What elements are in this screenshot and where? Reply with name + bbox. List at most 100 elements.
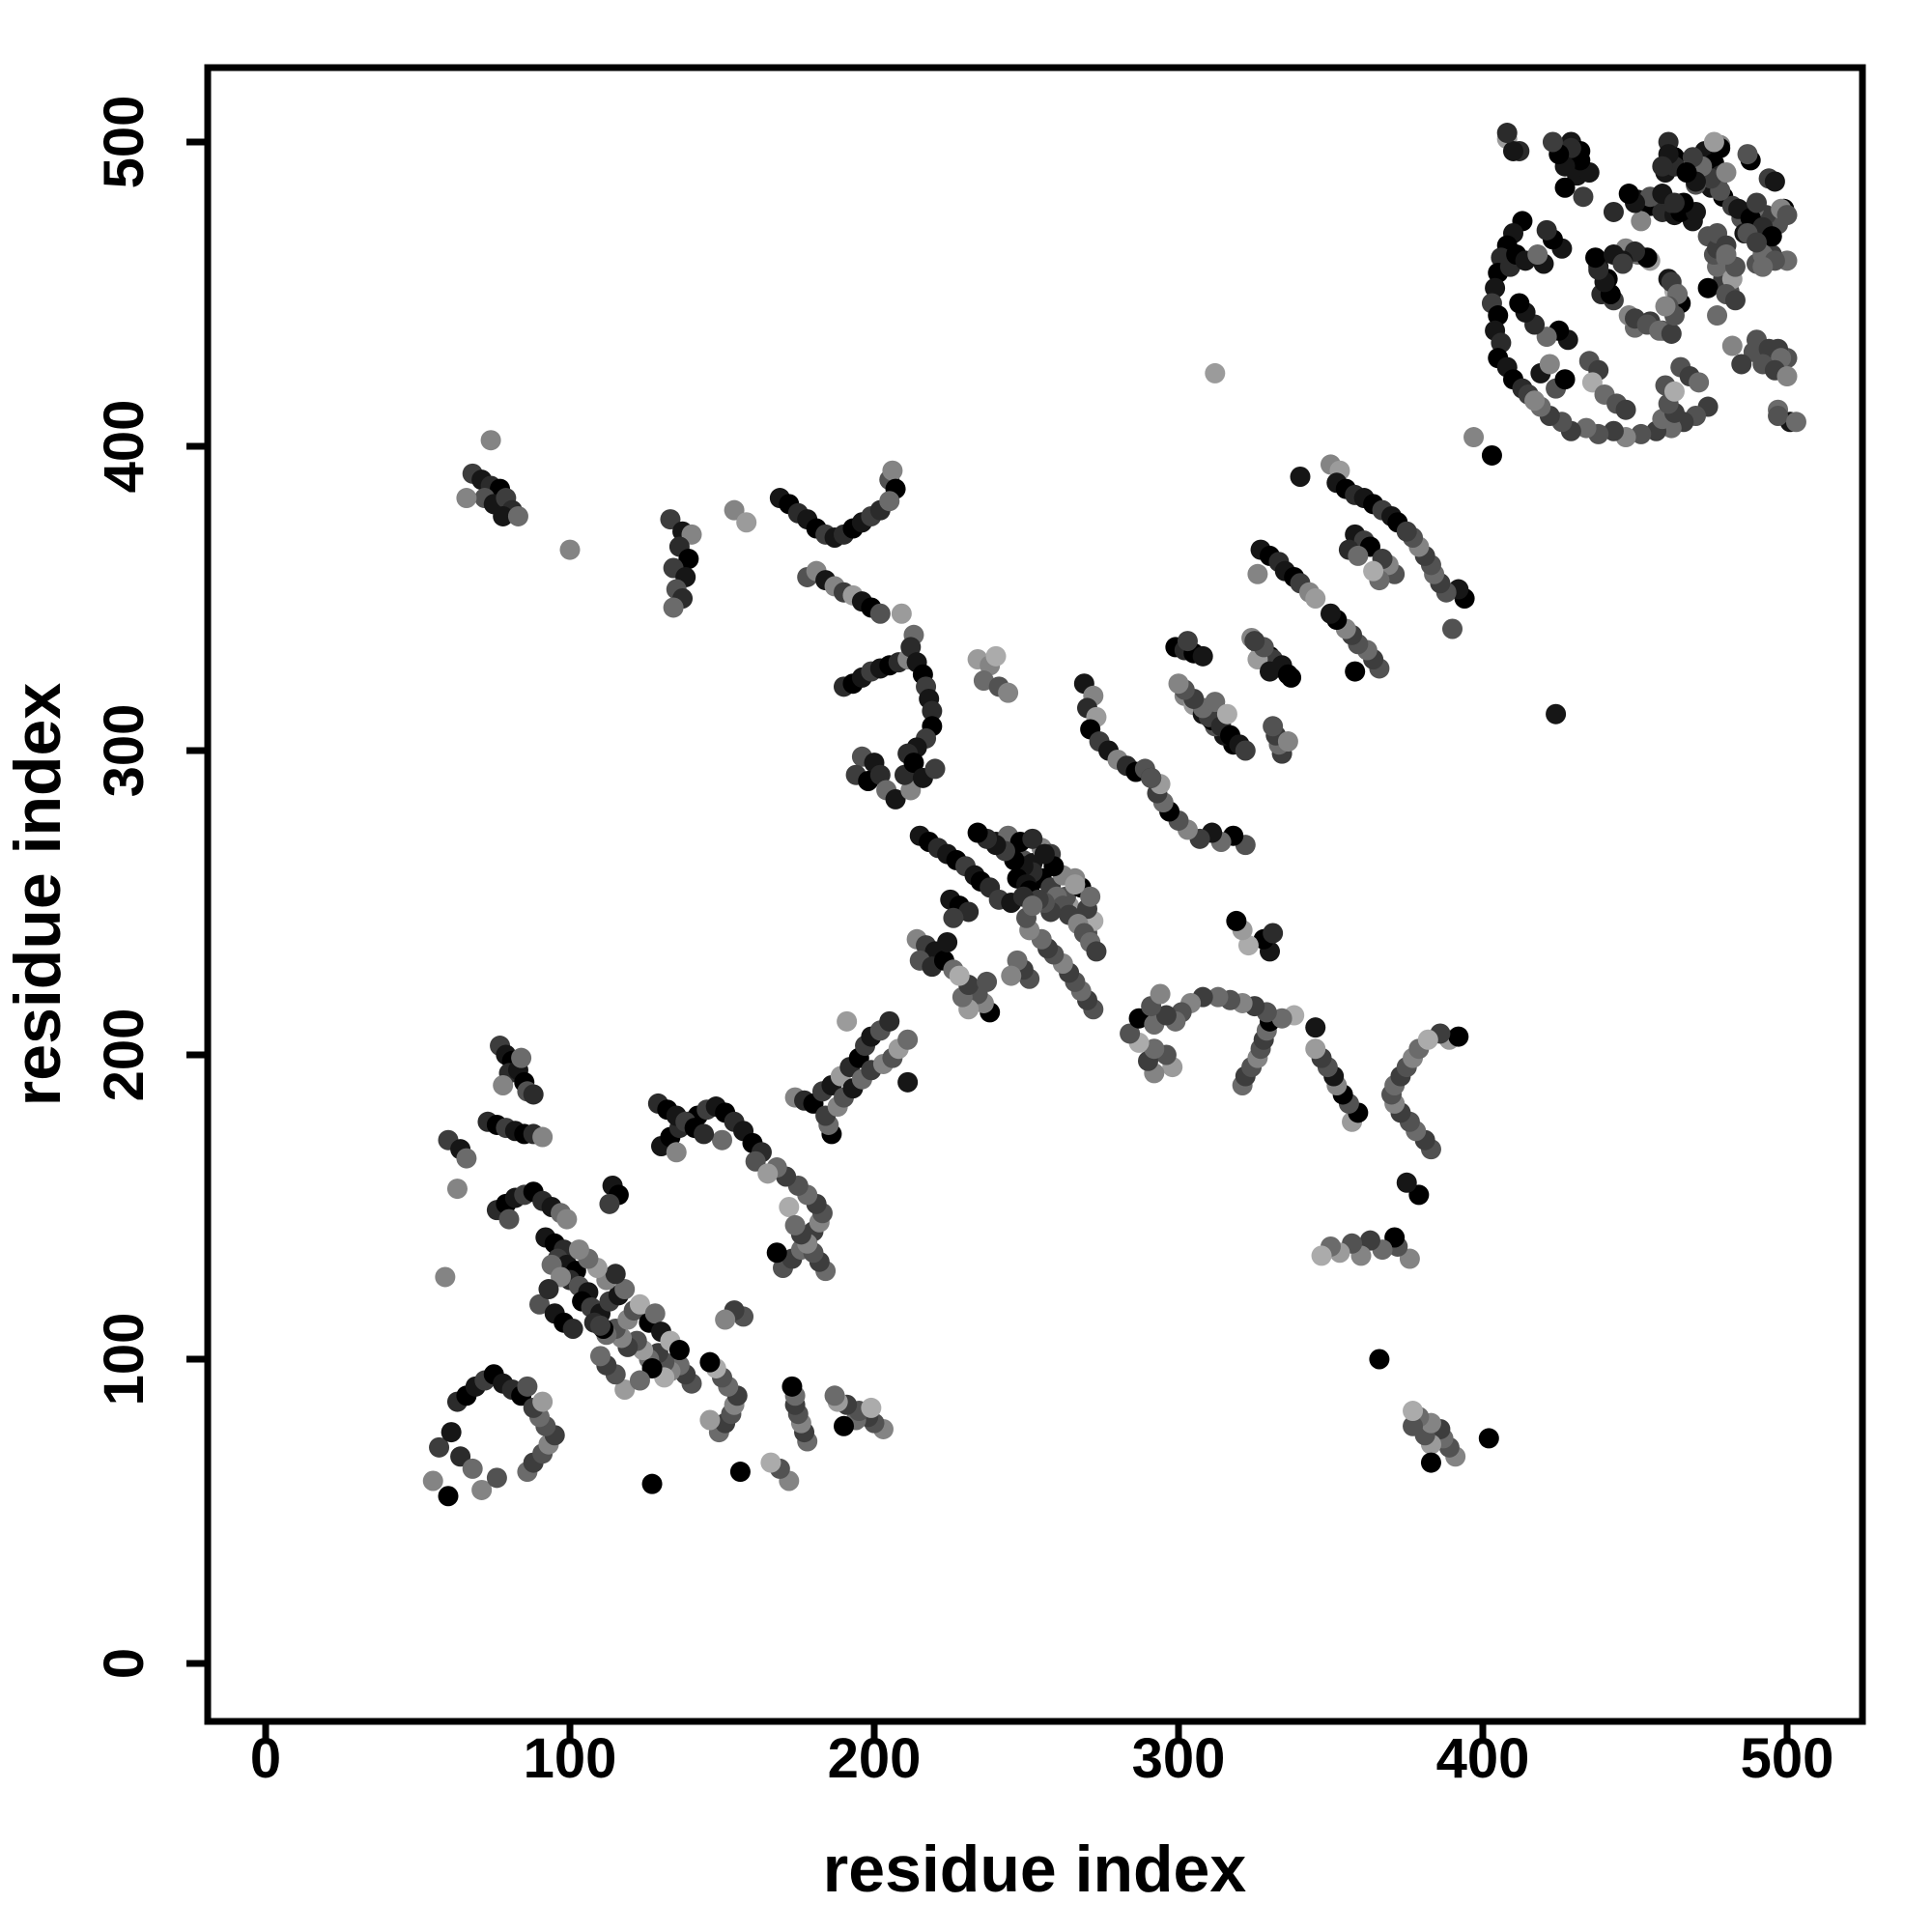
data-point bbox=[1247, 563, 1268, 584]
data-point-mirror bbox=[1724, 290, 1746, 311]
data-point bbox=[1554, 177, 1576, 198]
data-point-mirror bbox=[1785, 412, 1806, 433]
data-point-mirror bbox=[779, 1197, 800, 1217]
data-point-mirror bbox=[1120, 1023, 1141, 1044]
x-axis-tick-label: 0 bbox=[250, 1727, 281, 1790]
data-point bbox=[517, 1376, 538, 1397]
data-point-mirror bbox=[1363, 560, 1384, 582]
data-point-mirror bbox=[1141, 767, 1162, 788]
data-point-mirror bbox=[1311, 1245, 1332, 1266]
data-point bbox=[1618, 184, 1639, 205]
data-point-mirror bbox=[1244, 631, 1265, 652]
data-point-mirror bbox=[1721, 335, 1743, 356]
data-point-mirror bbox=[824, 1385, 845, 1406]
y-axis-tick-label: 200 bbox=[93, 1009, 156, 1102]
data-point bbox=[1676, 162, 1697, 183]
data-point bbox=[493, 1075, 514, 1095]
data-point-mirror bbox=[1237, 935, 1259, 956]
data-point-mirror bbox=[1086, 941, 1107, 962]
data-point bbox=[1305, 588, 1326, 609]
data-point bbox=[556, 1208, 578, 1230]
data-point-mirror bbox=[462, 1458, 483, 1479]
data-point bbox=[967, 822, 988, 843]
data-point bbox=[1022, 828, 1043, 849]
plot-frame bbox=[204, 64, 1866, 1725]
x-axis-tick-label: 300 bbox=[1132, 1727, 1226, 1790]
data-point-mirror bbox=[1226, 910, 1247, 931]
data-point bbox=[493, 505, 514, 526]
data-point-mirror bbox=[1478, 1428, 1499, 1449]
data-point-mirror bbox=[699, 1409, 721, 1431]
data-point-mirror bbox=[760, 1452, 781, 1473]
y-axis-tick-label: 300 bbox=[93, 704, 156, 798]
data-point-mirror bbox=[1546, 703, 1567, 724]
data-point bbox=[614, 1279, 636, 1300]
data-point bbox=[511, 1047, 532, 1068]
data-point-mirror bbox=[1263, 923, 1284, 944]
data-point-mirror bbox=[1615, 399, 1636, 420]
data-point-mirror bbox=[861, 1397, 882, 1418]
data-point-mirror bbox=[1155, 1005, 1177, 1026]
data-point bbox=[879, 491, 900, 512]
data-point-mirror bbox=[590, 1315, 611, 1336]
data-point bbox=[1527, 244, 1548, 266]
data-point-mirror bbox=[1403, 1415, 1424, 1436]
data-point-mirror bbox=[471, 1479, 493, 1500]
data-point bbox=[1663, 192, 1685, 213]
x-axis-tick-label: 400 bbox=[1436, 1727, 1530, 1790]
data-point-mirror bbox=[1448, 1026, 1469, 1047]
data-point bbox=[666, 1142, 687, 1163]
data-point bbox=[1612, 253, 1634, 274]
data-point-mirror bbox=[1716, 162, 1737, 183]
data-point bbox=[837, 1010, 858, 1032]
data-point-mirror bbox=[1277, 731, 1298, 753]
data-point-mirror bbox=[641, 1473, 663, 1494]
data-point bbox=[498, 1208, 520, 1230]
data-point bbox=[1509, 293, 1530, 314]
data-point-mirror bbox=[699, 1351, 721, 1373]
data-point bbox=[529, 1293, 550, 1315]
data-point bbox=[922, 700, 943, 722]
data-point-mirror bbox=[1271, 1008, 1293, 1029]
data-point bbox=[1235, 740, 1256, 761]
data-point bbox=[456, 488, 477, 509]
data-point bbox=[998, 682, 1019, 703]
data-point-mirror bbox=[781, 1376, 803, 1397]
data-point bbox=[973, 670, 994, 692]
data-point-mirror bbox=[1001, 965, 1022, 986]
data-point-mirror bbox=[1689, 372, 1710, 393]
data-point bbox=[568, 1239, 589, 1261]
data-point bbox=[1542, 131, 1563, 153]
data-point bbox=[1277, 664, 1298, 685]
data-point-mirror bbox=[1080, 886, 1101, 907]
data-point bbox=[678, 549, 699, 570]
data-point bbox=[1348, 545, 1369, 566]
data-point bbox=[480, 430, 501, 451]
data-point bbox=[869, 764, 891, 785]
data-point bbox=[1065, 874, 1086, 895]
data-point-mirror bbox=[1263, 716, 1284, 737]
data-point bbox=[1776, 205, 1798, 226]
data-point bbox=[903, 753, 924, 774]
data-point-mirror bbox=[1216, 703, 1237, 724]
data-point-mirror bbox=[1752, 256, 1774, 277]
data-point-mirror bbox=[438, 1486, 459, 1507]
data-point bbox=[1585, 247, 1606, 269]
data-point-mirror bbox=[614, 1379, 636, 1400]
data-point bbox=[736, 512, 757, 533]
data-point bbox=[1539, 354, 1560, 375]
x-axis-title: residue index bbox=[823, 1833, 1247, 1906]
data-point bbox=[538, 1279, 559, 1300]
data-point-mirror bbox=[1737, 144, 1758, 165]
data-point bbox=[1192, 645, 1213, 667]
data-point bbox=[605, 1264, 626, 1285]
data-point bbox=[1747, 192, 1767, 213]
data-point-mirror bbox=[1396, 521, 1417, 542]
data-point-mirror bbox=[1417, 1029, 1438, 1050]
data-point bbox=[943, 907, 964, 928]
data-point bbox=[1491, 332, 1512, 354]
data-point bbox=[559, 539, 581, 560]
data-point-mirror bbox=[1396, 1172, 1417, 1193]
